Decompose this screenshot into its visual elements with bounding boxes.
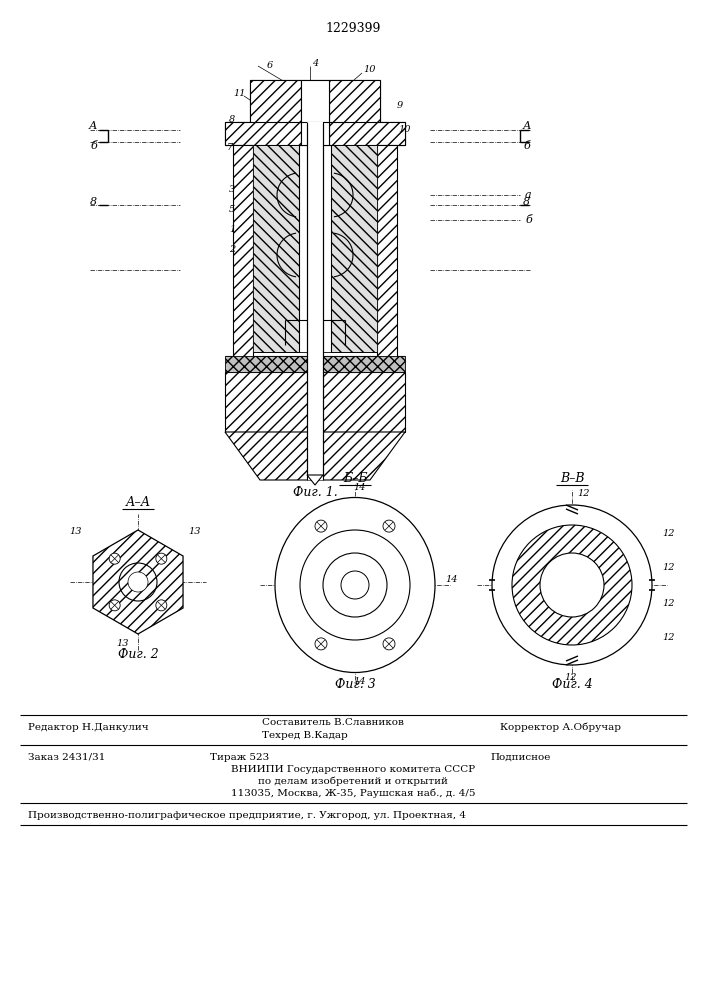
Text: 113035, Москва, Ж-35, Раушская наб., д. 4/5: 113035, Москва, Ж-35, Раушская наб., д. …	[230, 789, 475, 798]
Polygon shape	[307, 475, 323, 485]
Circle shape	[119, 563, 157, 601]
Circle shape	[128, 572, 148, 592]
Polygon shape	[329, 122, 405, 145]
Text: 1: 1	[229, 226, 235, 234]
Bar	[301, 80, 329, 125]
Text: 9: 9	[397, 101, 403, 109]
Text: 4: 4	[312, 58, 318, 68]
Circle shape	[315, 520, 327, 532]
Text: 8: 8	[229, 115, 235, 124]
Circle shape	[540, 553, 604, 617]
Circle shape	[156, 553, 167, 564]
Text: Заказ 2431/31: Заказ 2431/31	[28, 753, 105, 762]
Circle shape	[383, 638, 395, 650]
Ellipse shape	[275, 497, 435, 672]
Circle shape	[315, 638, 327, 650]
Text: 13: 13	[70, 528, 82, 536]
Text: б: б	[90, 141, 97, 151]
Circle shape	[109, 600, 120, 611]
Text: 8: 8	[90, 197, 97, 207]
Text: Фиг. 2: Фиг. 2	[117, 648, 158, 662]
Text: А–А: А–А	[125, 496, 151, 509]
Text: 7: 7	[227, 143, 233, 152]
Text: 2: 2	[229, 245, 235, 254]
Polygon shape	[329, 80, 380, 125]
Text: 11: 11	[234, 89, 246, 98]
Text: Подписное: Подписное	[490, 753, 550, 762]
Circle shape	[109, 553, 120, 564]
Text: 12: 12	[662, 633, 674, 642]
Polygon shape	[225, 356, 405, 372]
Circle shape	[323, 553, 387, 617]
Text: А: А	[523, 121, 532, 131]
Circle shape	[156, 600, 167, 611]
Polygon shape	[233, 145, 253, 357]
Text: ВНИИПИ Государственного комитета СССР: ВНИИПИ Государственного комитета СССР	[231, 765, 475, 774]
Circle shape	[300, 530, 410, 640]
Text: 12: 12	[564, 672, 577, 682]
Text: 1229399: 1229399	[325, 21, 380, 34]
Polygon shape	[93, 530, 183, 634]
Text: 14: 14	[445, 576, 458, 584]
Text: В–В: В–В	[560, 472, 584, 485]
Text: 12: 12	[662, 528, 674, 538]
Text: Техред В.Кадар: Техред В.Кадар	[262, 731, 348, 740]
Text: Б–Б: Б–Б	[343, 472, 367, 485]
Text: 5: 5	[229, 206, 235, 215]
Polygon shape	[225, 372, 405, 432]
Text: Фиг. 3: Фиг. 3	[334, 678, 375, 692]
Text: Тираж 523: Тираж 523	[210, 753, 269, 762]
Text: 13: 13	[189, 528, 201, 536]
Polygon shape	[377, 145, 397, 357]
Bar	[301, 122, 329, 145]
Text: 10: 10	[399, 125, 411, 134]
Text: а: а	[525, 190, 532, 200]
Text: 14: 14	[354, 678, 366, 686]
Text: Производственно-полиграфическое предприятие, г. Ужгород, ул. Проектная, 4: Производственно-полиграфическое предприя…	[28, 811, 466, 820]
Circle shape	[341, 571, 369, 599]
Text: А: А	[88, 121, 97, 131]
Text: 6: 6	[267, 60, 273, 70]
Text: 3: 3	[229, 186, 235, 194]
Text: 12: 12	[662, 562, 674, 572]
Polygon shape	[331, 145, 377, 352]
Text: 12: 12	[662, 598, 674, 607]
Text: 12: 12	[577, 488, 590, 497]
Text: б: б	[525, 215, 532, 225]
Bar	[307, 122, 323, 480]
Text: 14: 14	[354, 484, 366, 492]
Text: б: б	[523, 141, 530, 151]
Text: Редактор Н.Данкулич: Редактор Н.Данкулич	[28, 723, 148, 732]
Text: 10: 10	[363, 66, 376, 75]
Circle shape	[512, 525, 632, 645]
Text: по делам изобретений и открытий: по делам изобретений и открытий	[258, 777, 448, 786]
Polygon shape	[225, 122, 301, 145]
Polygon shape	[250, 80, 301, 125]
Text: Корректор А.Обручар: Корректор А.Обручар	[500, 723, 621, 732]
Text: 8: 8	[523, 197, 530, 207]
Circle shape	[492, 505, 652, 665]
Text: 13: 13	[117, 640, 129, 648]
Text: Фиг. 4: Фиг. 4	[551, 678, 592, 692]
Text: Фиг. 1.: Фиг. 1.	[293, 486, 337, 498]
Text: Составитель В.Славников: Составитель В.Славников	[262, 718, 404, 727]
Polygon shape	[253, 145, 299, 352]
Circle shape	[383, 520, 395, 532]
Polygon shape	[225, 432, 405, 480]
